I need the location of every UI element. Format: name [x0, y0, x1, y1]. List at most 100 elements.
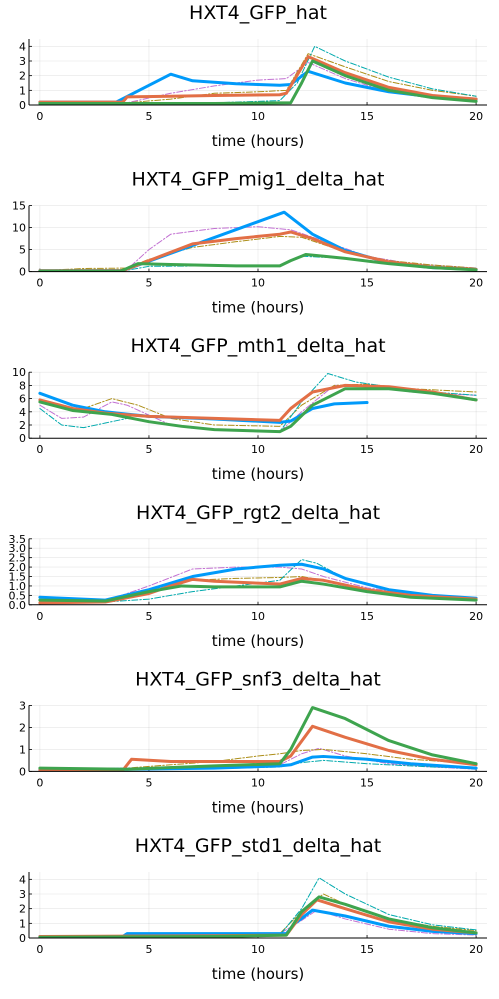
y-tick-label: 4: [19, 40, 26, 53]
chart-title: HXT4_GFP_mig1_delta_hat: [132, 169, 385, 191]
y-tick-label: 0: [19, 99, 26, 112]
x-tick-label: 20: [469, 943, 483, 956]
series-group: [38, 373, 478, 434]
series-line-brown-data: [39, 383, 477, 427]
x-tick-label: 10: [251, 277, 265, 290]
y-tick-label: 4: [19, 873, 26, 886]
series-line-green-model: [38, 579, 478, 603]
x-tick-label: 15: [360, 110, 374, 123]
x-axis-label: time (hours): [212, 299, 305, 317]
series-line-orange-model: [38, 55, 478, 104]
y-tick-label: 0: [19, 432, 26, 445]
series-line-green-model: [38, 59, 478, 105]
y-tick-label: 4: [19, 406, 26, 419]
x-tick-label: 0: [36, 110, 43, 123]
x-tick-label: 10: [251, 943, 265, 956]
y-tick-label: 0: [19, 932, 26, 945]
x-tick-label: 15: [360, 443, 374, 456]
y-tick-label: 15: [12, 200, 26, 213]
y-tick-label: 5: [19, 244, 26, 257]
x-axis-label: time (hours): [212, 465, 305, 483]
series-line-brown-data: [39, 748, 477, 770]
y-tick-label: 3.0: [9, 542, 27, 555]
series-line-green-model: [38, 895, 478, 938]
y-tick-label: 2: [19, 721, 26, 734]
series-line-brown-data: [39, 53, 477, 105]
x-tick-label: 10: [251, 610, 265, 623]
y-tick-label: 0: [19, 765, 26, 778]
series-line-orange-model: [38, 230, 478, 272]
chart-panel-4: HXT4_GFP_rgt2_delta_hat 0 5 10 15 20 0.00.51.0…: [9, 502, 487, 650]
x-axis-label: time (hours): [212, 132, 305, 150]
x-tick-label: 10: [251, 776, 265, 789]
x-tick-label: 15: [360, 776, 374, 789]
y-tick-label: 10: [12, 222, 26, 235]
x-tick-label: 15: [360, 943, 374, 956]
x-tick-label: 5: [145, 110, 152, 123]
y-tick-label: 6: [19, 393, 26, 406]
x-tick-label: 0: [36, 776, 43, 789]
x-tick-label: 15: [360, 277, 374, 290]
y-tick-label: 2: [19, 419, 26, 432]
chart-panel-5: HXT4_GFP_snf3_delta_hat 0 5 10 15 20 0 1 2 3 time …: [19, 668, 487, 816]
y-tick-label: 1: [19, 84, 26, 97]
x-axis-label: time (hours): [212, 798, 305, 816]
x-tick-label: 10: [251, 443, 265, 456]
chart-title: HXT4_GFP_hat: [189, 2, 327, 24]
series-line-blue-model: [38, 562, 478, 602]
y-tick-label: 1: [19, 743, 26, 756]
series-line-green-model: [38, 706, 478, 771]
y-tick-label: 1.5: [9, 571, 27, 584]
series-line-green-model: [38, 252, 478, 272]
x-tick-label: 5: [145, 610, 152, 623]
series-line-orange-model: [38, 576, 478, 605]
y-tick-label: 3: [19, 699, 26, 712]
x-tick-label: 5: [145, 277, 152, 290]
y-tick-label: 2: [19, 70, 26, 83]
chart-panel-2: HXT4_GFP_mig1_delta_hat 0 5 10 15 20 0 5 10 15 tim…: [12, 169, 487, 317]
x-tick-label: 15: [360, 610, 374, 623]
y-tick-label: 1: [19, 917, 26, 930]
series-group: [38, 559, 478, 605]
y-tick-label: 0: [19, 266, 26, 279]
x-tick-label: 20: [469, 610, 483, 623]
y-tick-label: 10: [12, 366, 26, 379]
x-tick-label: 5: [145, 443, 152, 456]
y-tick-label: 2.5: [9, 552, 27, 565]
series-group: [38, 877, 478, 938]
x-tick-label: 20: [469, 277, 483, 290]
chart-title: HXT4_GFP_mth1_delta_hat: [130, 335, 385, 357]
x-axis-label: time (hours): [212, 632, 305, 650]
x-tick-label: 20: [469, 776, 483, 789]
y-tick-label: 3: [19, 55, 26, 68]
series-group: [38, 45, 478, 105]
y-tick-label: 2: [19, 903, 26, 916]
x-tick-label: 10: [251, 110, 265, 123]
x-tick-label: 5: [145, 776, 152, 789]
y-tick-label: 3: [19, 888, 26, 901]
y-tick-label: 0.0: [9, 599, 27, 612]
series-group: [38, 210, 478, 272]
x-tick-label: 0: [36, 443, 43, 456]
chart-title: HXT4_GFP_snf3_delta_hat: [135, 668, 381, 690]
y-tick-label: 0.5: [9, 589, 27, 602]
x-axis-label: time (hours): [212, 965, 305, 983]
x-tick-label: 0: [36, 277, 43, 290]
chart-title: HXT4_GFP_rgt2_delta_hat: [136, 502, 380, 524]
x-tick-label: 0: [36, 943, 43, 956]
x-tick-label: 20: [469, 443, 483, 456]
y-tick-label: 2.0: [9, 561, 27, 574]
series-line-green-model: [38, 387, 478, 434]
series-line-brown-data: [39, 235, 477, 272]
x-tick-label: 0: [36, 610, 43, 623]
y-tick-label: 1.0: [9, 580, 27, 593]
y-tick-label: 3.5: [9, 533, 27, 546]
y-tick-label: 8: [19, 379, 26, 392]
x-tick-label: 20: [469, 110, 483, 123]
x-tick-label: 5: [145, 943, 152, 956]
series-group: [38, 706, 478, 772]
